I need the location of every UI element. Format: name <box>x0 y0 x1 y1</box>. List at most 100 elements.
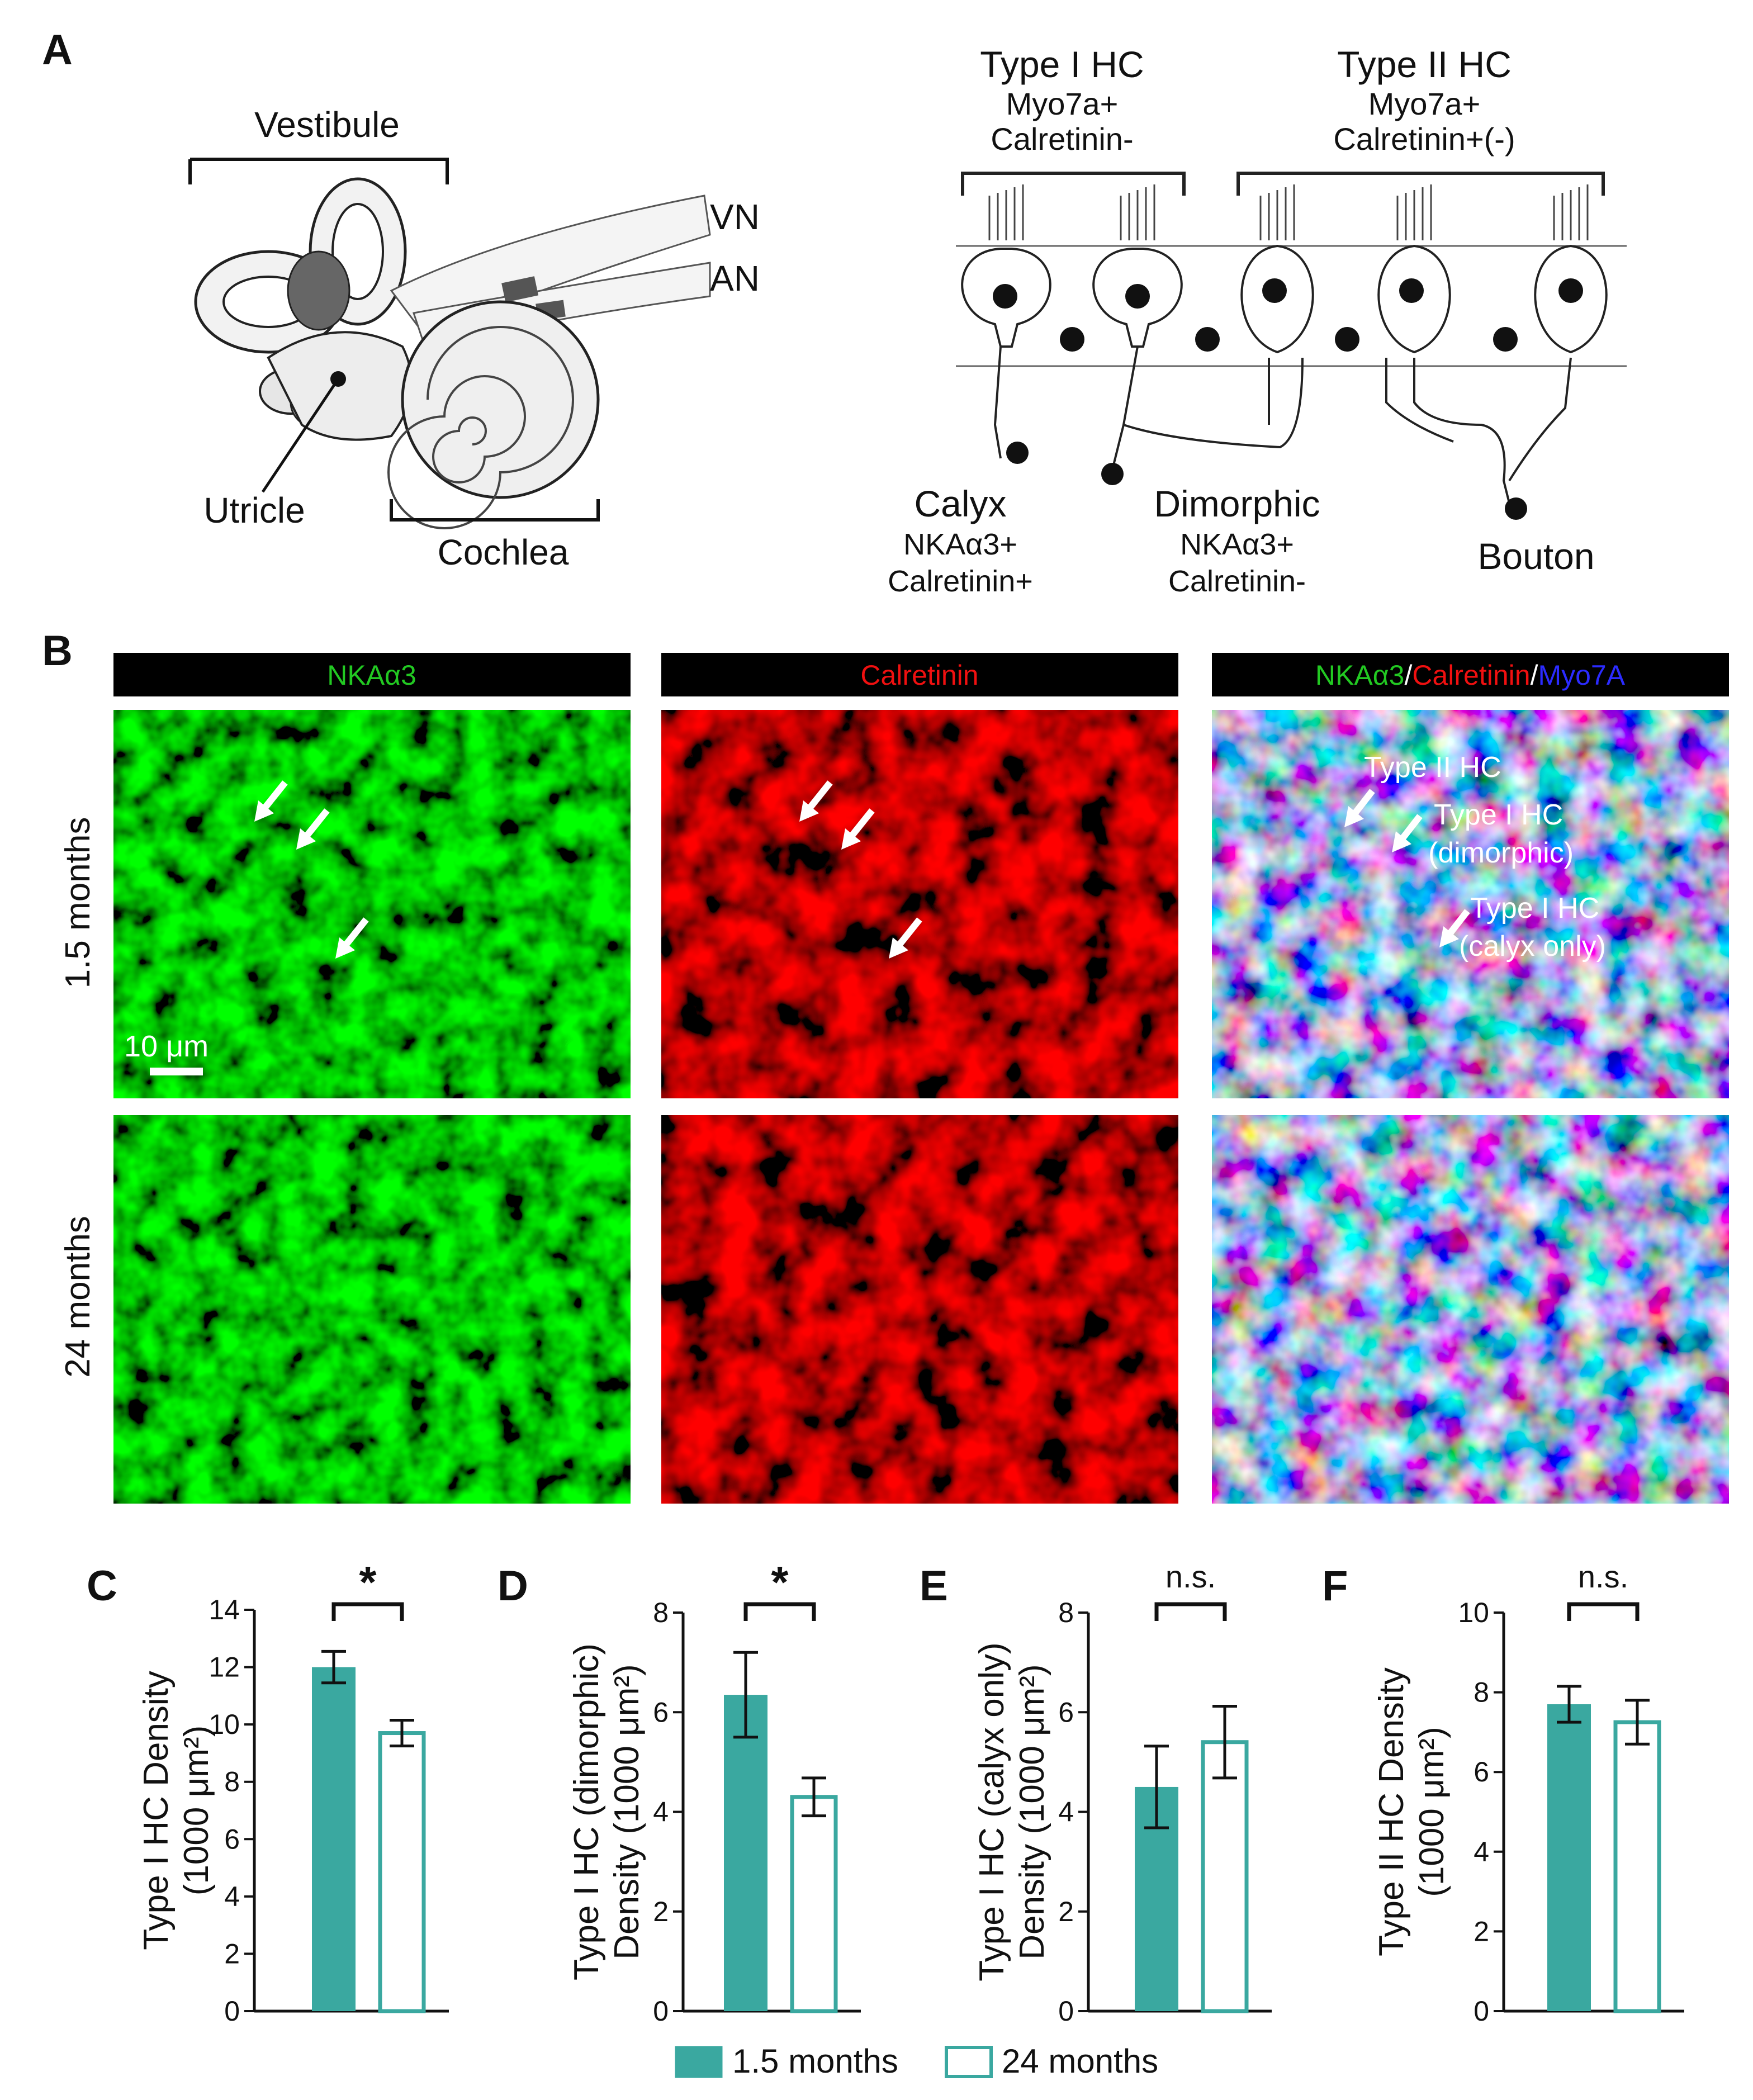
y-tick-label-d-0: 0 <box>653 1995 669 2027</box>
y-tick-label-e-1: 2 <box>1058 1896 1074 1927</box>
y-tick-label-e-4: 8 <box>1058 1597 1074 1628</box>
legend-label-1-5-months: 1.5 months <box>732 2042 898 2080</box>
panel-label-e: E <box>920 1562 948 1610</box>
legend: 1.5 months 24 months <box>675 2042 1158 2080</box>
arrow-markers <box>254 780 1470 959</box>
y-tick-label-c-2: 4 <box>224 1881 240 1912</box>
hair-cell-schematic <box>956 172 1627 504</box>
significance-bracket-f <box>1567 1602 1640 1621</box>
column-header-merge: NKAα3/Calretinin/Myo7A <box>1315 660 1626 691</box>
label-utricle: Utricle <box>203 490 305 530</box>
type2-hc-marker2: Calretinin+(-) <box>1333 121 1515 157</box>
bar-c-0 <box>312 1667 356 2011</box>
significance-label-e: n.s. <box>1165 1559 1216 1594</box>
y-tick-label-f-3: 6 <box>1474 1756 1489 1788</box>
annotation-type2-hc: Type II HC <box>1364 751 1501 784</box>
y-tick-label-c-7: 14 <box>209 1594 240 1625</box>
y-axis-label-f-1: (1000 μm²) <box>1413 1727 1451 1897</box>
y-tick-label-f-1: 2 <box>1474 1916 1489 1947</box>
y-tick-label-e-2: 4 <box>1058 1796 1074 1828</box>
row-label-24-months: 24 months <box>59 1216 97 1378</box>
column-header-bg-1 <box>113 653 631 696</box>
annotation-type1-calyx-1: Type I HC <box>1470 892 1599 925</box>
y-tick-label-c-4: 8 <box>224 1766 240 1798</box>
significance-bracket-c <box>331 1602 404 1621</box>
type2-hc-title: Type II HC <box>1337 44 1512 85</box>
column-header-calretinin: Calretinin <box>860 660 978 691</box>
type1-hc-marker1: Myo7a+ <box>1006 86 1119 121</box>
y-axis-label-c-0: Type I HC Density <box>137 1671 176 1950</box>
calyx-marker1: NKAα3+ <box>903 528 1017 561</box>
y-axis-label-f-0: Type II HC Density <box>1372 1667 1411 1956</box>
y-tick-label-d-4: 8 <box>653 1597 669 1628</box>
bar-f-0 <box>1547 1704 1591 2011</box>
column-header-bg-3 <box>1212 653 1729 696</box>
legend-swatch-outline <box>945 2046 993 2078</box>
label-cochlea: Cochlea <box>438 532 569 572</box>
micrograph-red-1-5 <box>661 710 1178 1098</box>
bouton-label: Bouton <box>1477 535 1594 577</box>
legend-label-24-months: 24 months <box>1002 2042 1158 2080</box>
y-tick-label-c-1: 2 <box>224 1938 240 1969</box>
dimorphic-marker2: Calretinin- <box>1168 565 1306 598</box>
y-tick-label-f-0: 0 <box>1474 1995 1489 2027</box>
annotation-type1-dimorphic-2: (dimorphic) <box>1428 837 1574 869</box>
y-tick-label-f-4: 8 <box>1474 1677 1489 1708</box>
y-tick-label-e-3: 6 <box>1058 1696 1074 1728</box>
bar-d-1 <box>790 1795 838 2013</box>
micrograph-merge-1-5 <box>1212 710 1729 1098</box>
column-header-nka: NKAα3 <box>327 660 416 691</box>
y-tick-label-d-3: 6 <box>653 1696 669 1728</box>
panel-label-a: A <box>42 26 73 74</box>
y-tick-label-e-0: 0 <box>1058 1995 1074 2027</box>
type1-hc-title: Type I HC <box>980 44 1144 85</box>
y-tick-label-f-5: 10 <box>1458 1597 1489 1628</box>
y-axis-label-c-1: (1000 μm²) <box>177 1725 216 1895</box>
annotation-type1-calyx-2: (calyx only) <box>1459 930 1606 963</box>
dimorphic-marker1: NKAα3+ <box>1180 528 1294 561</box>
label-an: AN <box>710 258 760 298</box>
nuclei <box>993 278 1583 520</box>
scale-bar <box>150 1068 203 1075</box>
panel-label-f: F <box>1322 1562 1348 1610</box>
significance-bracket-d <box>743 1602 816 1621</box>
label-vn: VN <box>710 197 760 237</box>
calyx-marker2: Calretinin+ <box>888 565 1033 598</box>
dimorphic-title: Dimorphic <box>1154 483 1320 524</box>
label-vestibule: Vestibule <box>254 105 400 145</box>
micrograph-green-24 <box>113 1115 631 1504</box>
y-tick-label-f-2: 4 <box>1474 1836 1489 1867</box>
significance-label-f: n.s. <box>1578 1559 1628 1594</box>
y-tick-label-c-3: 6 <box>224 1823 240 1855</box>
micrograph-red-24 <box>661 1115 1178 1504</box>
column-header-bg-2 <box>661 653 1178 696</box>
type1-hc-marker2: Calretinin- <box>991 121 1133 157</box>
y-tick-label-c-5: 10 <box>209 1709 240 1740</box>
significance-label-c: * <box>359 1557 377 1607</box>
annotation-type1-dimorphic-1: Type I HC <box>1434 799 1563 831</box>
significance-bracket-e <box>1154 1602 1227 1621</box>
y-axis-label-e-1: Density (1000 μm²) <box>1013 1664 1051 1959</box>
row-label-1-5-months: 1.5 months <box>59 817 97 989</box>
bar-f-1 <box>1613 1720 1661 2013</box>
calyx-title: Calyx <box>914 483 1006 524</box>
legend-swatch-filled <box>675 2046 723 2078</box>
panel-label-b: B <box>42 627 73 675</box>
type2-hc-marker1: Myo7a+ <box>1368 86 1481 121</box>
panel-label-c: C <box>87 1562 117 1610</box>
y-tick-label-c-0: 0 <box>224 1995 240 2027</box>
bar-e-1 <box>1201 1740 1249 2013</box>
panel-label-d: D <box>498 1562 528 1610</box>
y-tick-label-d-1: 2 <box>653 1896 669 1927</box>
y-axis-label-e-0: Type I HC (calyx only) <box>973 1642 1011 1981</box>
y-axis-label-d-0: Type I HC (dimorphic) <box>567 1643 606 1980</box>
bar-c-1 <box>378 1731 426 2013</box>
micrograph-green-1-5 <box>113 710 631 1098</box>
y-axis-label-d-1: Density (1000 μm²) <box>608 1664 646 1959</box>
y-tick-label-c-6: 12 <box>209 1652 240 1683</box>
scale-bar-label: 10 μm <box>124 1030 209 1063</box>
inner-ear-illustration <box>188 158 711 529</box>
micrograph-merge-24 <box>1212 1115 1729 1504</box>
